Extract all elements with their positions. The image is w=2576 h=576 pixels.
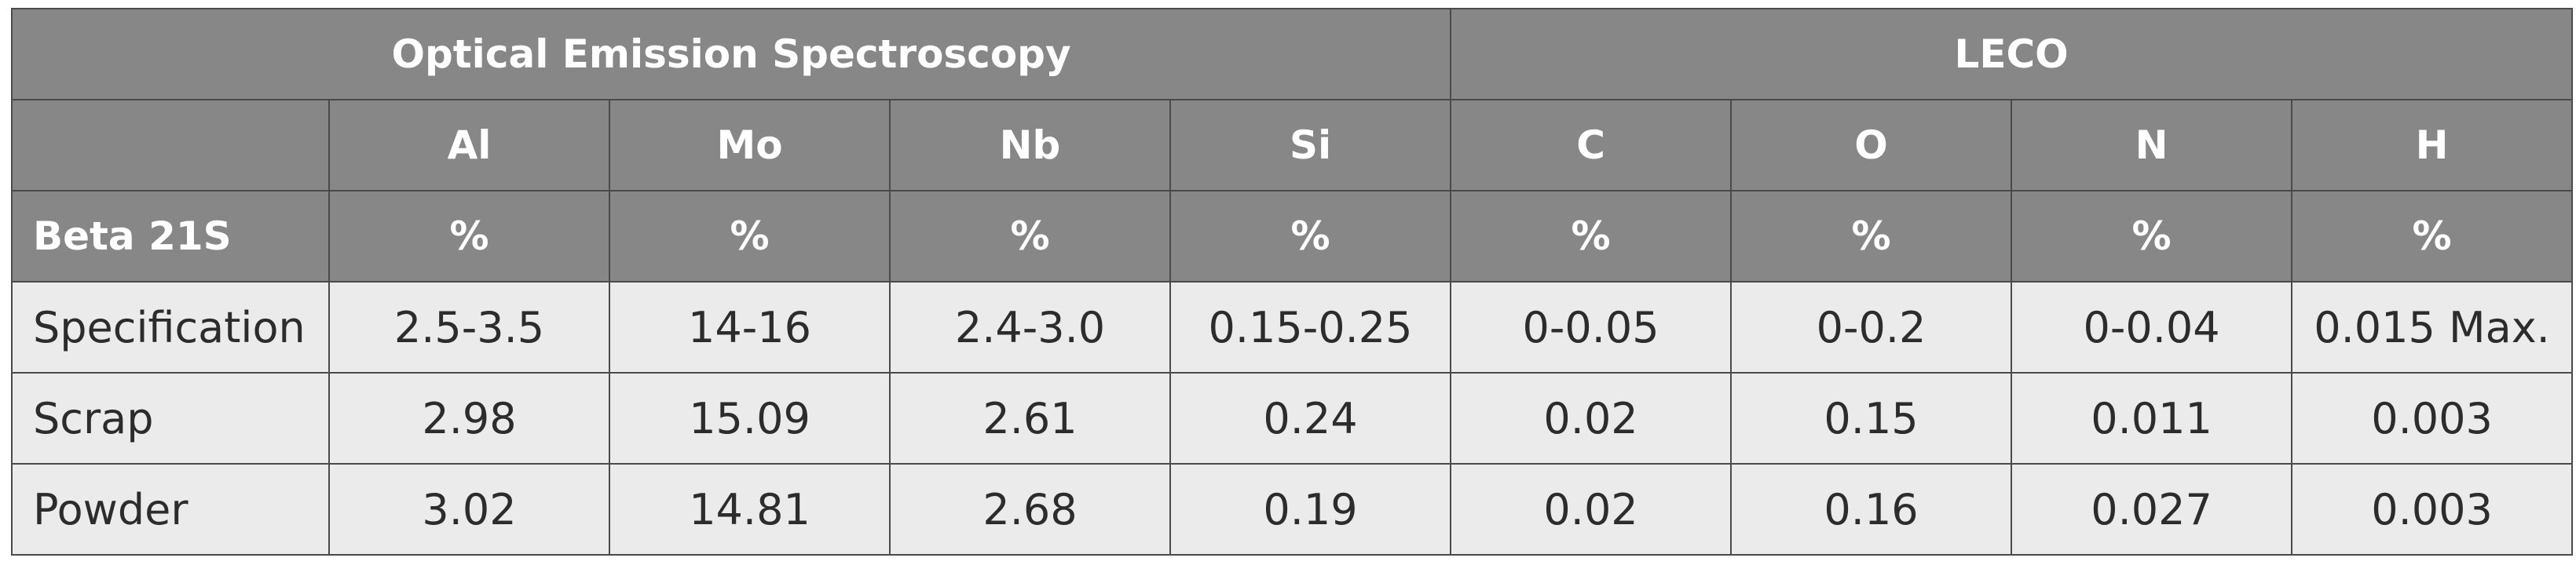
element-header-si: Si	[1169, 99, 1452, 191]
unit-cell: %	[1730, 190, 2013, 283]
alloy-name-label: Beta 21S	[11, 190, 330, 283]
table-cell: 0.02	[1450, 372, 1733, 465]
unit-header-row: Beta 21S % % % % % % % %	[11, 190, 2574, 283]
element-header-n: N	[2011, 99, 2293, 191]
table-cell: 2.5-3.5	[328, 281, 610, 374]
unit-cell: %	[328, 190, 610, 283]
table-cell: 0.027	[2011, 463, 2293, 556]
table-cell: 0.15-0.25	[1169, 281, 1452, 374]
unit-cell: %	[2291, 190, 2574, 283]
row-label-specification: Specification	[11, 281, 330, 374]
table-cell: 0.24	[1169, 372, 1452, 465]
unit-cell: %	[2011, 190, 2293, 283]
table-cell: 0.015 Max.	[2291, 281, 2574, 374]
element-header-h: H	[2291, 99, 2574, 191]
table-row-powder: Powder 3.02 14.81 2.68 0.19 0.02 0.16 0.…	[11, 463, 2574, 556]
table-cell: 0-0.04	[2011, 281, 2293, 374]
table-cell: 0.003	[2291, 463, 2574, 556]
row-label-scrap: Scrap	[11, 372, 330, 465]
unit-cell: %	[889, 190, 1171, 283]
table-cell: 0.16	[1730, 463, 2013, 556]
element-header-c: C	[1450, 99, 1733, 191]
group-header-leco: LECO	[1450, 8, 2574, 100]
unit-cell: %	[1450, 190, 1733, 283]
table-cell: 0.003	[2291, 372, 2574, 465]
row-label-powder: Powder	[11, 463, 330, 556]
table-cell: 15.09	[609, 372, 891, 465]
element-header-o: O	[1730, 99, 2013, 191]
table-cell: 14.81	[609, 463, 891, 556]
table-cell: 2.98	[328, 372, 610, 465]
composition-table: Optical Emission Spectroscopy LECO Al Mo…	[10, 8, 2574, 556]
table-cell: 2.61	[889, 372, 1171, 465]
table-cell: 2.68	[889, 463, 1171, 556]
table-cell: 14-16	[609, 281, 891, 374]
element-header-nb: Nb	[889, 99, 1171, 191]
table-row-scrap: Scrap 2.98 15.09 2.61 0.24 0.02 0.15 0.0…	[11, 372, 2574, 465]
element-header-mo: Mo	[609, 99, 891, 191]
table-cell: 0.19	[1169, 463, 1452, 556]
table-cell: 2.4-3.0	[889, 281, 1171, 374]
unit-cell: %	[609, 190, 891, 283]
table-cell: 3.02	[328, 463, 610, 556]
group-header-oes: Optical Emission Spectroscopy	[10, 8, 1452, 100]
element-header-blank	[11, 99, 330, 191]
element-header-row: Al Mo Nb Si C O N H	[11, 99, 2574, 191]
group-header-row: Optical Emission Spectroscopy LECO	[10, 8, 2574, 100]
table-cell: 0-0.2	[1730, 281, 2013, 374]
table-cell: 0.011	[2011, 372, 2293, 465]
composition-table-wrapper: Optical Emission Spectroscopy LECO Al Mo…	[10, 8, 2574, 556]
element-header-al: Al	[328, 99, 610, 191]
table-cell: 0.15	[1730, 372, 2013, 465]
table-row-specification: Specification 2.5-3.5 14-16 2.4-3.0 0.15…	[11, 281, 2574, 374]
table-cell: 0-0.05	[1450, 281, 1733, 374]
table-cell: 0.02	[1450, 463, 1733, 556]
unit-cell: %	[1169, 190, 1452, 283]
